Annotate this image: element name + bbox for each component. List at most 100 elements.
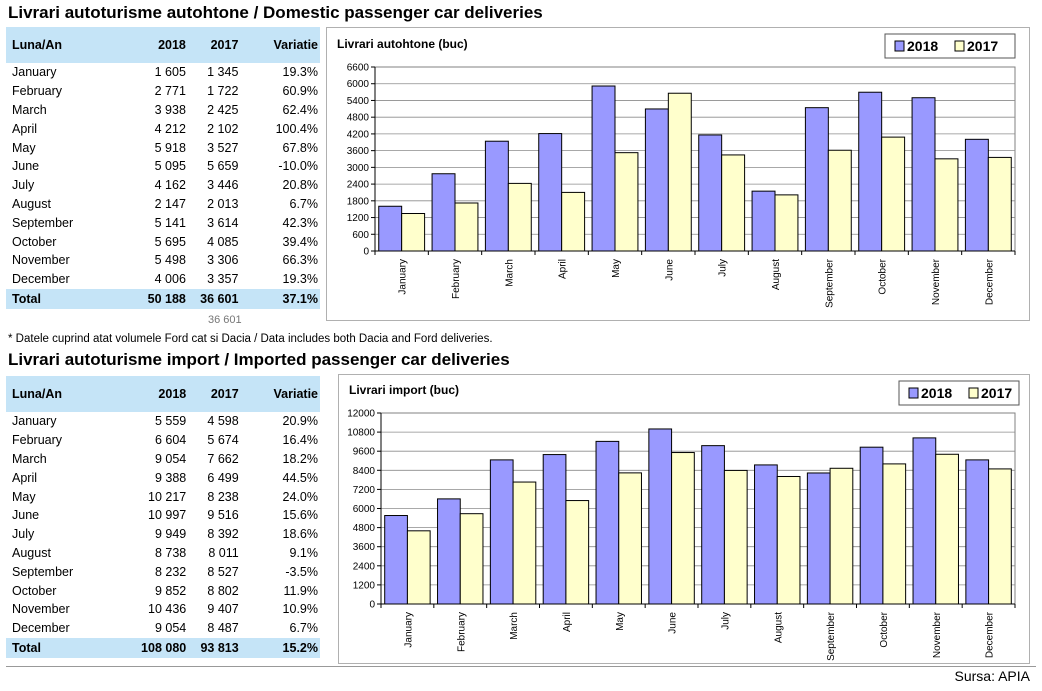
plot-area — [374, 66, 1016, 252]
legend-swatch — [968, 387, 979, 399]
chart-title: Livrari autohtone (buc) — [337, 37, 468, 51]
row-label: April — [12, 470, 38, 485]
value-2018: 5 095 — [154, 159, 186, 174]
row-label: July — [12, 527, 35, 542]
chart-title: Livrari import (buc) — [349, 383, 459, 397]
value-2018: 9 852 — [154, 583, 187, 598]
bar-2018 — [431, 173, 456, 252]
y-tick-label: 3600 — [353, 542, 376, 553]
variation: 6.7% — [289, 196, 319, 211]
variation: 11.9% — [283, 583, 318, 598]
table-row: October 5 695 4 085 39.4% — [6, 232, 320, 251]
value-2018: 5 559 — [154, 414, 187, 429]
table-row: May 5 918 3 527 67.8% — [6, 138, 320, 157]
y-tick-label: 0 — [363, 247, 369, 258]
value-2018: 1 605 — [154, 65, 186, 80]
x-tick-label: May — [611, 259, 622, 278]
y-tick-label: 3600 — [347, 146, 370, 157]
x-tick-label: September — [824, 258, 835, 308]
value-2018: 4 162 — [154, 178, 186, 193]
table-row: February 2 771 1 722 60.9% — [6, 82, 320, 101]
value-2018: 108 080 — [117, 637, 189, 658]
table-row: November 10 436 9 407 10.9% — [6, 600, 320, 619]
row-label: December — [12, 621, 70, 636]
value-2017: 3 614 — [207, 215, 239, 230]
value-2018: 50 188 — [117, 288, 188, 309]
bar-2018 — [538, 133, 563, 252]
bar-2018 — [384, 515, 408, 605]
value-2018: 5 141 — [154, 215, 186, 230]
y-tick-label: 2400 — [353, 561, 376, 572]
value-2017: 9 516 — [207, 508, 239, 523]
bar-2017 — [987, 156, 1012, 252]
bar-2017 — [882, 463, 907, 605]
domestic-chart-svg: Livrari autohtone (buc) 2018 2017 0 600 1200 1… — [337, 33, 1016, 308]
x-tick-label: November — [932, 611, 943, 658]
variation: 37.1% — [240, 288, 320, 309]
value-2018: 4 212 — [154, 121, 186, 136]
value-2017: 7 662 — [207, 451, 239, 466]
row-label: November — [12, 253, 70, 268]
row-label: Total — [6, 637, 118, 658]
bar-2017 — [934, 158, 959, 252]
x-tick-label: June — [664, 259, 675, 281]
table-row: February 6 604 5 674 16.4% — [6, 431, 320, 450]
y-tick-label: 6000 — [353, 504, 376, 515]
value-2017: 8 392 — [207, 527, 239, 542]
domestic-section-title: Livrari autoturisme autohtone / Domestic… — [8, 3, 543, 22]
x-tick-label: March — [504, 259, 515, 287]
bar-2018 — [751, 190, 776, 252]
value-2017: 4 598 — [207, 414, 239, 429]
table-row: January 1 605 1 345 19.3% — [6, 63, 320, 82]
value-2017: 8 802 — [207, 583, 239, 598]
y-tick-label: 4800 — [347, 113, 370, 124]
x-tick-label: February — [456, 612, 467, 652]
value-2017: 2017 — [187, 27, 241, 63]
legend-swatch — [894, 40, 905, 52]
x-tick-label: April — [558, 259, 569, 279]
value-2017: 1 345 — [207, 65, 239, 80]
table-row: July 9 949 8 392 18.6% — [6, 525, 320, 544]
value-2017: 8 487 — [207, 621, 239, 636]
source-label: Sursa: APIA — [954, 668, 1030, 684]
value-2017: 1 722 — [207, 84, 239, 99]
y-tick-label: 7200 — [353, 485, 376, 496]
bar-2018 — [648, 428, 673, 605]
value-2018: 6 604 — [154, 433, 187, 448]
y-tick-label: 3000 — [347, 163, 370, 174]
variation: 15.6% — [282, 508, 318, 523]
chart-legend: 2018 2017 — [884, 33, 1016, 59]
y-tick-label: 5400 — [347, 96, 370, 107]
bar-2017 — [561, 191, 586, 252]
value-2018: 10 217 — [148, 489, 187, 504]
bar-2017 — [667, 92, 692, 252]
value-2017: 93 813 — [188, 637, 241, 658]
row-label: Luna/An — [6, 27, 118, 63]
y-tick-label: 1800 — [347, 196, 370, 207]
imported-chart-svg: Livrari import (buc) 2018 2017 0 1200 2400 360… — [347, 380, 1020, 661]
value-2017: 6 499 — [207, 470, 239, 485]
value-2017: 8 238 — [207, 489, 239, 504]
row-label: November — [12, 602, 70, 617]
table-row: September 5 141 3 614 42.3% — [6, 213, 320, 232]
row-label: January — [12, 65, 57, 80]
value-2018: 2 771 — [154, 84, 186, 99]
x-tick-label: August — [773, 612, 784, 643]
x-tick-label: August — [771, 259, 782, 290]
bar-2017 — [614, 152, 639, 252]
x-tick-label: December — [984, 258, 995, 305]
bar-2018 — [964, 138, 989, 252]
variation: 66.3% — [282, 253, 318, 268]
bar-2018 — [965, 459, 990, 605]
table-row: June 10 997 9 516 15.6% — [6, 506, 320, 525]
table-row: August 2 147 2 013 6.7% — [6, 195, 320, 214]
y-tick-label: 600 — [352, 230, 369, 241]
value-2018: 8 738 — [154, 545, 187, 560]
bar-2018 — [754, 464, 778, 605]
value-2017: 36 601 — [187, 288, 241, 309]
bar-2018 — [489, 459, 514, 605]
variation: 9.1% — [289, 545, 319, 560]
value-2017: 2 013 — [207, 196, 239, 211]
value-2018: 9 054 — [154, 451, 187, 466]
value-2018: 5 498 — [154, 253, 186, 268]
